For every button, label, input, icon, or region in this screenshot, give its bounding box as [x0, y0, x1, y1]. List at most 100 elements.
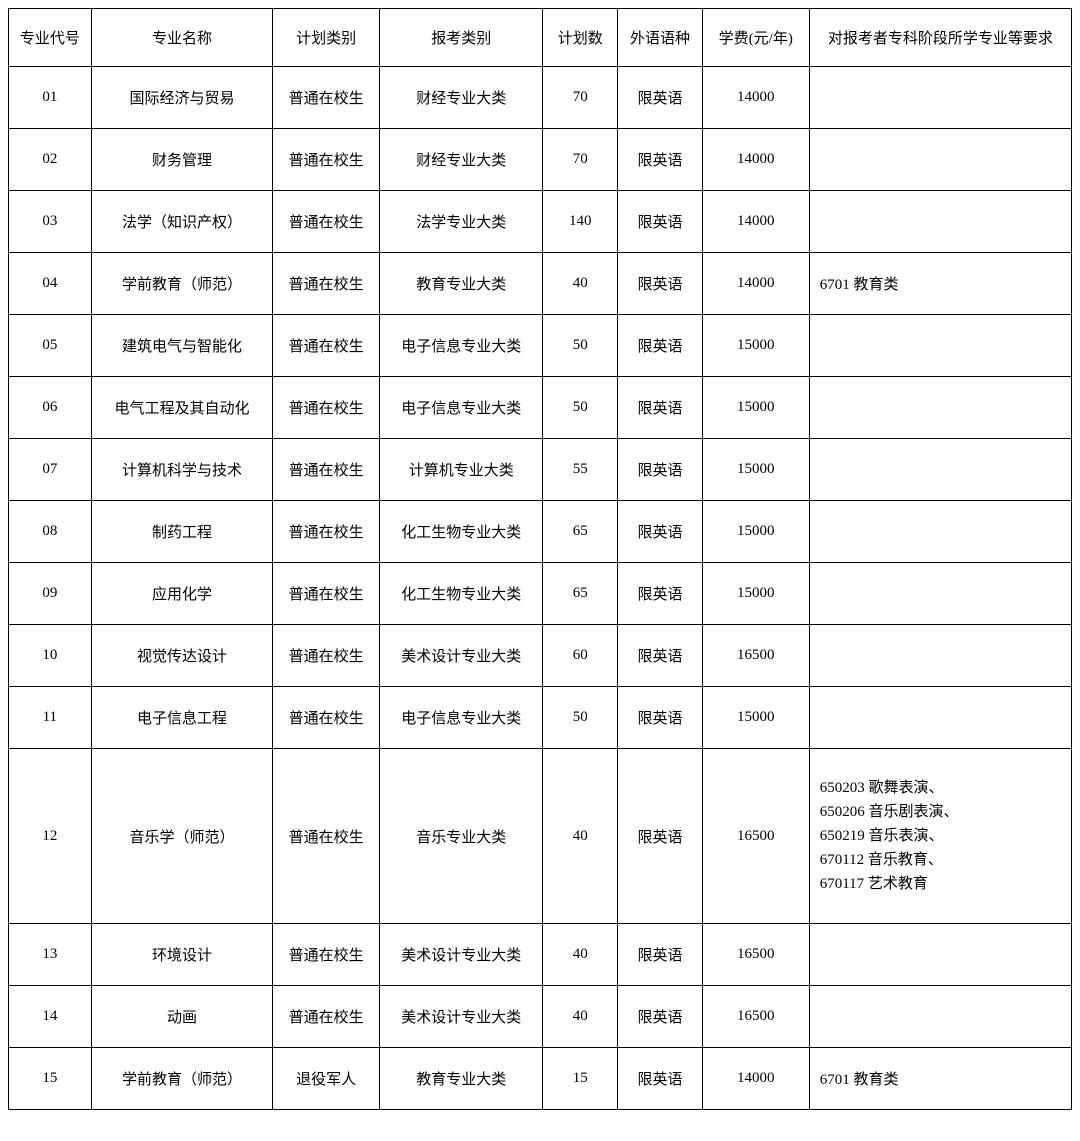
table-row: 05建筑电气与智能化普通在校生电子信息专业大类50限英语15000: [9, 315, 1072, 377]
cell-req: [809, 625, 1071, 687]
cell-exam: 计算机专业大类: [380, 439, 543, 501]
cell-fee: 15000: [702, 315, 809, 377]
cell-name: 音乐学（师范）: [91, 749, 273, 924]
cell-code: 04: [9, 253, 92, 315]
table-row: 10视觉传达设计普通在校生美术设计专业大类60限英语16500: [9, 625, 1072, 687]
cell-exam: 财经专业大类: [380, 129, 543, 191]
cell-count: 40: [543, 749, 618, 924]
cell-code: 13: [9, 924, 92, 986]
cell-exam: 美术设计专业大类: [380, 625, 543, 687]
cell-lang: 限英语: [618, 625, 703, 687]
enrollment-plan-table: 专业代号 专业名称 计划类别 报考类别 计划数 外语语种 学费(元/年) 对报考…: [8, 8, 1072, 1110]
cell-exam: 财经专业大类: [380, 67, 543, 129]
cell-count: 70: [543, 67, 618, 129]
cell-lang: 限英语: [618, 439, 703, 501]
cell-req: [809, 986, 1071, 1048]
cell-name: 应用化学: [91, 563, 273, 625]
cell-fee: 15000: [702, 377, 809, 439]
cell-code: 07: [9, 439, 92, 501]
cell-fee: 14000: [702, 67, 809, 129]
cell-name: 制药工程: [91, 501, 273, 563]
table-header-row: 专业代号 专业名称 计划类别 报考类别 计划数 外语语种 学费(元/年) 对报考…: [9, 9, 1072, 67]
cell-plan: 普通在校生: [273, 687, 380, 749]
cell-count: 50: [543, 315, 618, 377]
table-row: 03法学（知识产权）普通在校生法学专业大类140限英语14000: [9, 191, 1072, 253]
cell-req: [809, 501, 1071, 563]
cell-req: [809, 67, 1071, 129]
cell-lang: 限英语: [618, 563, 703, 625]
cell-count: 55: [543, 439, 618, 501]
cell-fee: 16500: [702, 924, 809, 986]
col-header-req: 对报考者专科阶段所学专业等要求: [809, 9, 1071, 67]
cell-code: 15: [9, 1048, 92, 1110]
cell-name: 建筑电气与智能化: [91, 315, 273, 377]
cell-fee: 14000: [702, 253, 809, 315]
table-row: 11电子信息工程普通在校生电子信息专业大类50限英语15000: [9, 687, 1072, 749]
col-header-code: 专业代号: [9, 9, 92, 67]
cell-plan: 普通在校生: [273, 253, 380, 315]
cell-req: [809, 191, 1071, 253]
cell-plan: 普通在校生: [273, 67, 380, 129]
cell-fee: 15000: [702, 563, 809, 625]
cell-count: 140: [543, 191, 618, 253]
cell-plan: 普通在校生: [273, 191, 380, 253]
cell-code: 09: [9, 563, 92, 625]
cell-fee: 16500: [702, 625, 809, 687]
cell-exam: 电子信息专业大类: [380, 687, 543, 749]
table-row: 02财务管理普通在校生财经专业大类70限英语14000: [9, 129, 1072, 191]
cell-code: 10: [9, 625, 92, 687]
cell-lang: 限英语: [618, 986, 703, 1048]
table-row: 15学前教育（师范）退役军人教育专业大类15限英语140006701 教育类: [9, 1048, 1072, 1110]
cell-count: 50: [543, 687, 618, 749]
cell-code: 01: [9, 67, 92, 129]
cell-plan: 普通在校生: [273, 986, 380, 1048]
table-row: 06电气工程及其自动化普通在校生电子信息专业大类50限英语15000: [9, 377, 1072, 439]
cell-fee: 14000: [702, 129, 809, 191]
cell-count: 40: [543, 924, 618, 986]
table-row: 07计算机科学与技术普通在校生计算机专业大类55限英语15000: [9, 439, 1072, 501]
cell-exam: 教育专业大类: [380, 1048, 543, 1110]
cell-req: 6701 教育类: [809, 1048, 1071, 1110]
cell-name: 电子信息工程: [91, 687, 273, 749]
cell-name: 视觉传达设计: [91, 625, 273, 687]
cell-name: 学前教育（师范）: [91, 1048, 273, 1110]
cell-name: 学前教育（师范）: [91, 253, 273, 315]
cell-lang: 限英语: [618, 67, 703, 129]
cell-count: 65: [543, 501, 618, 563]
cell-exam: 化工生物专业大类: [380, 563, 543, 625]
cell-plan: 普通在校生: [273, 129, 380, 191]
cell-exam: 美术设计专业大类: [380, 924, 543, 986]
col-header-count: 计划数: [543, 9, 618, 67]
cell-fee: 15000: [702, 439, 809, 501]
cell-code: 11: [9, 687, 92, 749]
cell-code: 08: [9, 501, 92, 563]
cell-req: [809, 129, 1071, 191]
cell-name: 环境设计: [91, 924, 273, 986]
table-row: 12音乐学（师范）普通在校生音乐专业大类40限英语16500650203 歌舞表…: [9, 749, 1072, 924]
cell-name: 财务管理: [91, 129, 273, 191]
cell-plan: 普通在校生: [273, 439, 380, 501]
cell-plan: 普通在校生: [273, 501, 380, 563]
cell-count: 40: [543, 986, 618, 1048]
cell-code: 03: [9, 191, 92, 253]
cell-req: [809, 377, 1071, 439]
cell-count: 60: [543, 625, 618, 687]
cell-exam: 教育专业大类: [380, 253, 543, 315]
cell-req: [809, 315, 1071, 377]
cell-lang: 限英语: [618, 191, 703, 253]
cell-code: 14: [9, 986, 92, 1048]
cell-lang: 限英语: [618, 924, 703, 986]
cell-fee: 14000: [702, 1048, 809, 1110]
cell-lang: 限英语: [618, 1048, 703, 1110]
cell-exam: 电子信息专业大类: [380, 377, 543, 439]
cell-req: [809, 687, 1071, 749]
cell-plan: 退役军人: [273, 1048, 380, 1110]
cell-code: 02: [9, 129, 92, 191]
cell-lang: 限英语: [618, 377, 703, 439]
col-header-fee: 学费(元/年): [702, 9, 809, 67]
table-row: 09应用化学普通在校生化工生物专业大类65限英语15000: [9, 563, 1072, 625]
cell-lang: 限英语: [618, 687, 703, 749]
cell-lang: 限英语: [618, 749, 703, 924]
cell-lang: 限英语: [618, 315, 703, 377]
cell-plan: 普通在校生: [273, 315, 380, 377]
